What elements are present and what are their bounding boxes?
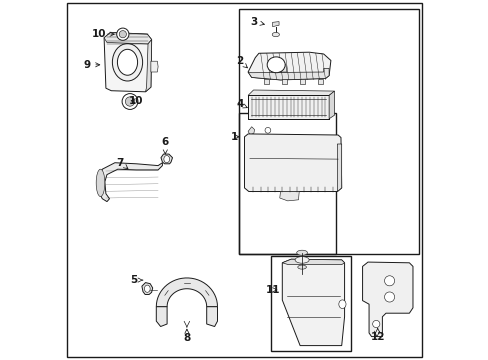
- Ellipse shape: [264, 127, 270, 133]
- Polygon shape: [206, 307, 217, 327]
- Bar: [317, 79, 322, 84]
- Polygon shape: [156, 307, 167, 327]
- Polygon shape: [271, 63, 286, 72]
- Ellipse shape: [296, 250, 307, 255]
- Ellipse shape: [294, 257, 308, 263]
- Ellipse shape: [112, 44, 142, 81]
- Ellipse shape: [119, 31, 126, 38]
- Polygon shape: [247, 95, 328, 119]
- Polygon shape: [362, 262, 412, 337]
- Bar: [247, 95, 328, 119]
- Text: 4: 4: [236, 99, 247, 109]
- Polygon shape: [247, 127, 254, 135]
- Polygon shape: [247, 52, 330, 80]
- Polygon shape: [282, 259, 344, 265]
- Polygon shape: [247, 68, 328, 80]
- Text: 1: 1: [230, 132, 239, 142]
- Polygon shape: [279, 192, 299, 201]
- Bar: [271, 256, 350, 351]
- Ellipse shape: [117, 49, 137, 75]
- Ellipse shape: [297, 265, 306, 269]
- Ellipse shape: [163, 156, 169, 163]
- Text: 6: 6: [162, 137, 168, 154]
- Text: 10: 10: [91, 29, 114, 39]
- Polygon shape: [337, 144, 341, 192]
- Polygon shape: [156, 278, 217, 307]
- Ellipse shape: [144, 285, 150, 292]
- Polygon shape: [104, 32, 151, 92]
- Polygon shape: [282, 259, 344, 346]
- Polygon shape: [328, 91, 334, 119]
- Ellipse shape: [384, 276, 394, 286]
- Polygon shape: [272, 22, 279, 27]
- Bar: [299, 79, 304, 84]
- Polygon shape: [104, 32, 151, 44]
- Bar: [263, 79, 268, 84]
- Polygon shape: [145, 40, 151, 92]
- Bar: [239, 9, 418, 254]
- Polygon shape: [151, 61, 158, 72]
- Text: 12: 12: [370, 328, 384, 342]
- Ellipse shape: [372, 320, 379, 328]
- Text: 3: 3: [249, 17, 264, 27]
- Bar: [281, 79, 286, 84]
- Bar: [239, 113, 336, 254]
- Polygon shape: [99, 163, 162, 202]
- Text: 11: 11: [265, 285, 279, 295]
- Polygon shape: [247, 90, 334, 95]
- Ellipse shape: [96, 169, 104, 197]
- Text: 9: 9: [83, 60, 100, 70]
- Ellipse shape: [125, 97, 134, 106]
- Ellipse shape: [272, 32, 279, 37]
- Ellipse shape: [338, 300, 346, 309]
- Text: 10: 10: [129, 96, 143, 106]
- Text: 2: 2: [236, 56, 247, 68]
- Text: 8: 8: [183, 329, 190, 343]
- Text: 7: 7: [116, 158, 128, 169]
- Polygon shape: [142, 283, 152, 294]
- Polygon shape: [244, 134, 341, 192]
- Text: 5: 5: [130, 275, 142, 285]
- Polygon shape: [161, 154, 172, 164]
- Ellipse shape: [117, 28, 129, 40]
- Ellipse shape: [384, 292, 394, 302]
- Ellipse shape: [122, 94, 138, 109]
- Ellipse shape: [266, 57, 285, 73]
